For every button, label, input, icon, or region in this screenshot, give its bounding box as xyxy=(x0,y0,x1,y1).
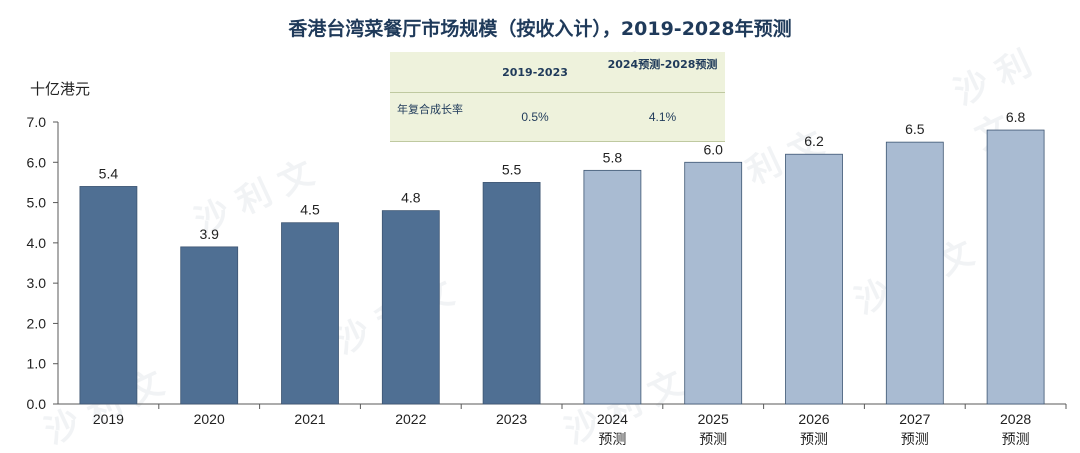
bar xyxy=(785,153,843,405)
y-tick-label: 3.0 xyxy=(27,275,47,291)
data-label: 6.2 xyxy=(804,133,824,149)
y-axis-unit-label: 十亿港元 xyxy=(30,80,91,98)
cagr-value-2024-2028: 4.1% xyxy=(648,110,677,124)
data-label: 5.8 xyxy=(603,149,623,165)
cagr-value-2019-2023: 0.5% xyxy=(521,110,549,124)
data-label: 6.8 xyxy=(1006,109,1026,125)
x-tick-label: 2021 xyxy=(294,411,325,427)
bar xyxy=(583,169,642,405)
x-tick-label: 2026 xyxy=(798,411,829,427)
y-tick-label: 0.0 xyxy=(27,396,47,412)
bar xyxy=(79,186,138,405)
x-tick-label: 2028 xyxy=(1000,411,1031,427)
y-tick-label: 7.0 xyxy=(27,114,47,130)
x-tick-sublabel: 预测 xyxy=(800,432,828,448)
data-label: 6.5 xyxy=(905,121,925,137)
y-tick-label: 6.0 xyxy=(27,154,47,170)
bar xyxy=(281,222,339,405)
data-label: 4.5 xyxy=(300,202,320,218)
data-label: 4.8 xyxy=(401,190,421,206)
cagr-header-2024-2028: 2024预测-2028预测 xyxy=(607,58,718,71)
x-tick-label: 2024 xyxy=(597,411,628,427)
bar xyxy=(180,246,239,405)
x-tick-sublabel: 预测 xyxy=(699,432,727,448)
table-divider xyxy=(390,141,725,142)
cagr-table: 2019-2023 2024预测-2028预测 年复合成长率 0.5% 4.1% xyxy=(390,52,725,142)
chart-title: 香港台湾菜餐厅市场规模（按收入计），2019-2028年预测 xyxy=(288,18,792,40)
x-tick-sublabel: 预测 xyxy=(598,432,626,448)
x-tick-label: 2020 xyxy=(194,411,225,427)
x-tick-sublabel: 预测 xyxy=(901,432,929,448)
x-tick-label: 2025 xyxy=(698,411,729,427)
y-tick-label: 5.0 xyxy=(27,195,47,211)
cagr-row-label: 年复合成长率 xyxy=(397,103,463,116)
data-label: 3.9 xyxy=(199,226,219,242)
y-tick-label: 2.0 xyxy=(27,315,47,331)
x-tick-label: 2022 xyxy=(395,411,426,427)
y-tick-label: 4.0 xyxy=(27,235,47,251)
x-tick-label: 2019 xyxy=(93,411,124,427)
data-label: 5.5 xyxy=(502,161,522,177)
x-tick-label: 2023 xyxy=(496,411,527,427)
bar xyxy=(684,161,743,405)
bar xyxy=(885,141,944,405)
bar xyxy=(381,210,440,405)
x-tick-sublabel: 预测 xyxy=(1002,432,1030,448)
bar xyxy=(482,182,541,405)
y-tick-label: 1.0 xyxy=(27,356,47,372)
x-tick-label: 2027 xyxy=(899,411,930,427)
bar xyxy=(986,129,1045,405)
data-label: 6.0 xyxy=(703,141,723,157)
table-divider xyxy=(390,92,725,93)
cagr-header-2019-2023: 2019-2023 xyxy=(502,66,568,79)
data-label: 5.4 xyxy=(99,165,119,181)
